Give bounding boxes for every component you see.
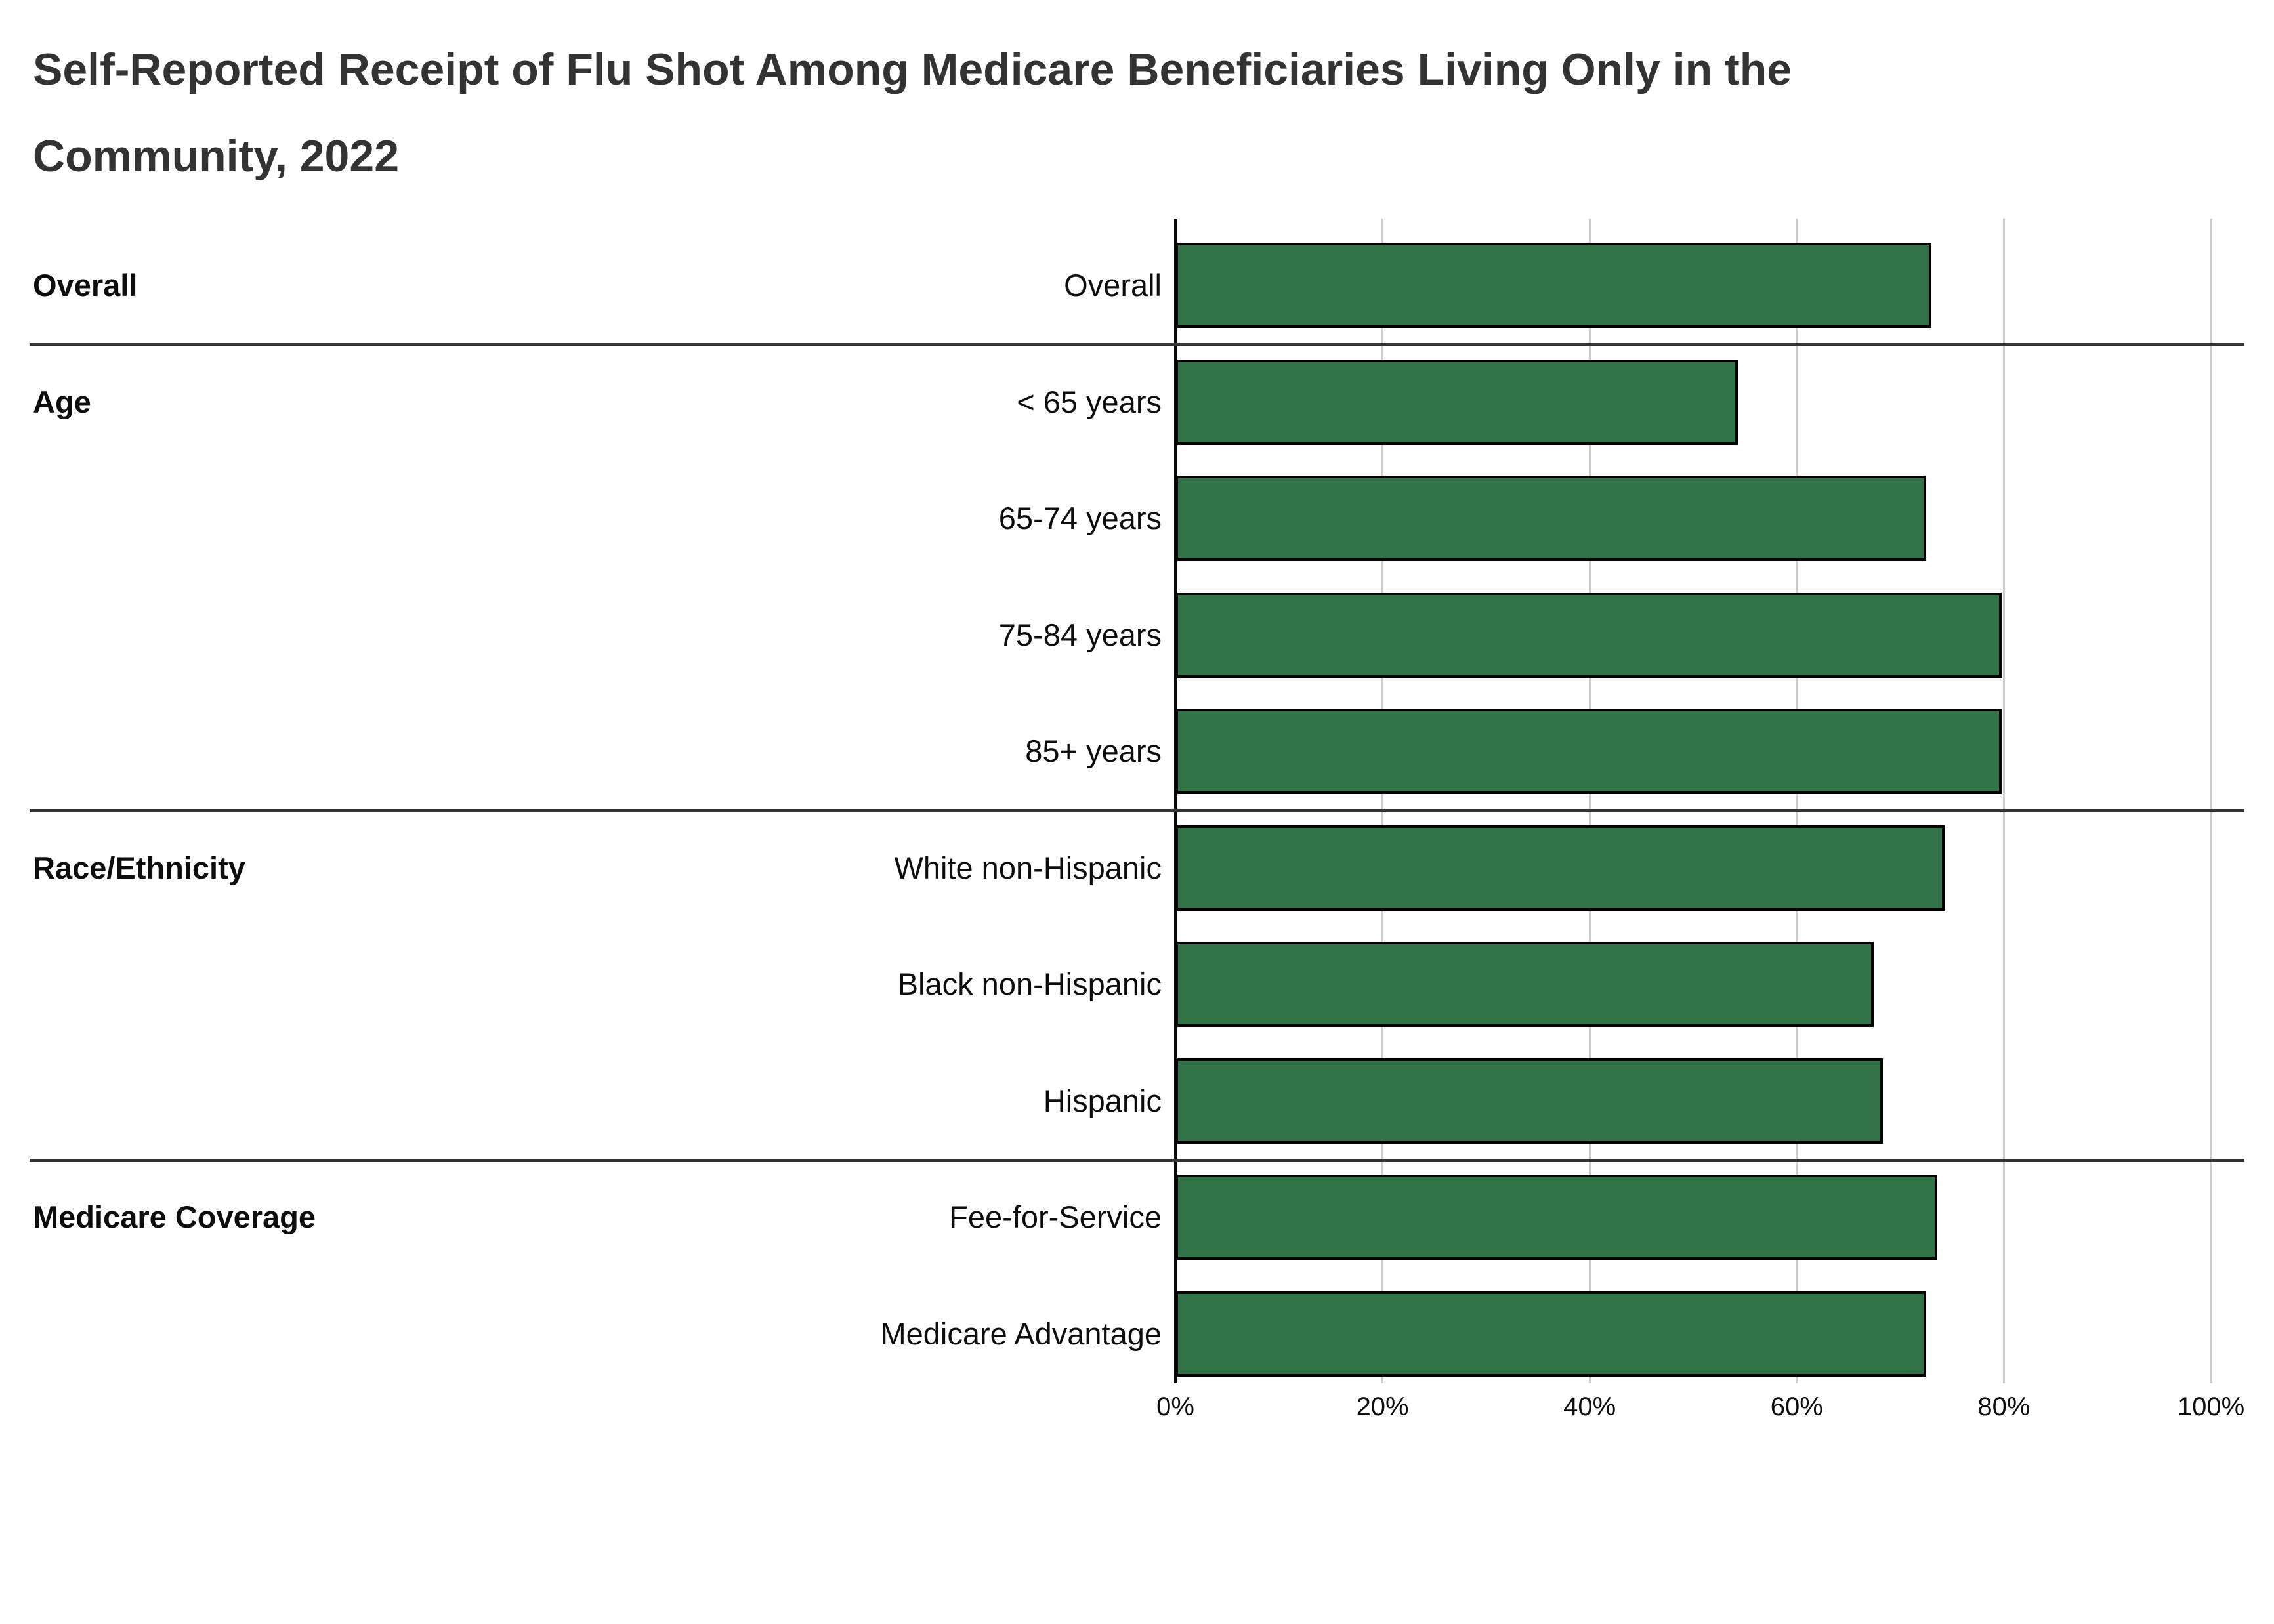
row-label-hispanic: Hispanic xyxy=(1043,1083,1162,1118)
bar-fee-for-service[interactable] xyxy=(1175,1175,1938,1260)
x-tick-label-0: 0% xyxy=(1156,1392,1194,1421)
x-tick-label-40: 40% xyxy=(1563,1392,1616,1421)
bar-chart-plot-area: Overall Overall Age < 65 years 65-74 years 75… xyxy=(0,219,2274,1383)
bar-overall[interactable] xyxy=(1175,243,1931,328)
row-label-65-74-years: 65-74 years xyxy=(998,501,1162,535)
row-label-black-non-hispanic: Black non-Hispanic xyxy=(897,967,1162,1001)
row-label-85-years: 85+ years xyxy=(1025,734,1162,768)
bar-black-non-hispanic[interactable] xyxy=(1175,942,1874,1027)
row-label-overall: Overall xyxy=(1064,268,1162,302)
row-label-65-years: < 65 years xyxy=(1017,384,1162,419)
section-separator-above-medicare-coverage xyxy=(30,1158,2244,1162)
group-label-overall: Overall xyxy=(33,268,138,302)
row-label-fee-for-service: Fee-for-Service xyxy=(949,1199,1162,1234)
chart-title: Self-Reported Receipt of Flu Shot Among … xyxy=(33,26,2225,199)
bar-75-84-years[interactable] xyxy=(1175,592,2002,678)
bar-white-non-hispanic[interactable] xyxy=(1175,825,1945,911)
section-separator-above-age xyxy=(30,343,2244,346)
y-axis-baseline xyxy=(1174,219,1177,1383)
row-label-medicare-advantage: Medicare Advantage xyxy=(880,1316,1162,1351)
x-tick-label-100: 100% xyxy=(2177,1392,2245,1421)
bar-65-74-years[interactable] xyxy=(1175,476,1927,561)
group-label-race-ethnicity: Race/Ethnicity xyxy=(33,850,245,885)
bar-hispanic[interactable] xyxy=(1175,1058,1883,1144)
x-tick-label-60: 60% xyxy=(1770,1392,1823,1421)
bar-85-years[interactable] xyxy=(1175,709,2002,794)
gridline-100 xyxy=(2210,219,2212,1383)
group-label-medicare-coverage: Medicare Coverage xyxy=(33,1199,316,1234)
section-separator-above-race-ethnicity xyxy=(30,809,2244,812)
gridline-80 xyxy=(2002,219,2005,1383)
gridline-40 xyxy=(1588,219,1591,1383)
chart-title-line-1: Self-Reported Receipt of Flu Shot Among … xyxy=(33,45,1792,94)
row-label-75-84-years: 75-84 years xyxy=(998,617,1162,652)
gridline-20 xyxy=(1381,219,1384,1383)
group-label-age: Age xyxy=(33,384,91,419)
bar-medicare-advantage[interactable] xyxy=(1175,1291,1927,1377)
gridline-60 xyxy=(1796,219,1798,1383)
bar-65-years[interactable] xyxy=(1175,359,1738,445)
row-label-white-non-hispanic: White non-Hispanic xyxy=(894,850,1162,885)
x-tick-label-20: 20% xyxy=(1356,1392,1409,1421)
x-tick-label-80: 80% xyxy=(1977,1392,2031,1421)
chart-title-line-2: Community, 2022 xyxy=(33,131,400,181)
